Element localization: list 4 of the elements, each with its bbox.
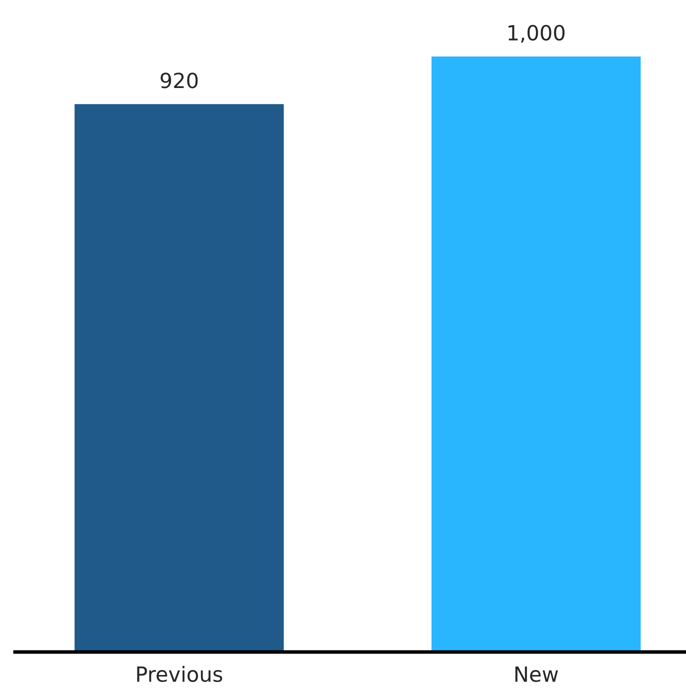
x-tick-label: Previous bbox=[137, 666, 222, 682]
data-label: 920 bbox=[160, 72, 198, 88]
x-tick-label: New bbox=[515, 666, 558, 682]
data-label: 1,000 bbox=[508, 24, 565, 43]
